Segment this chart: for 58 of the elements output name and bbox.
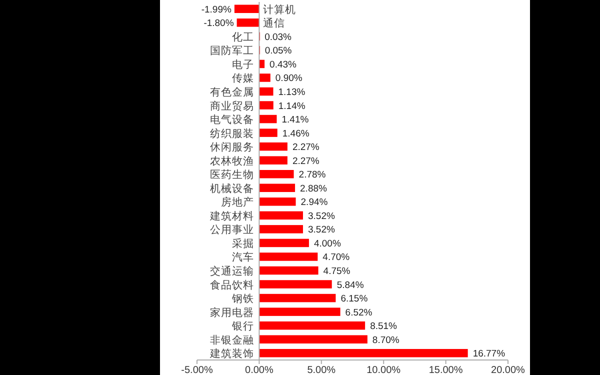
y-tick-label: 家用电器: [210, 306, 254, 319]
y-tick-label: 电子: [232, 58, 254, 71]
data-label: 16.77%: [472, 348, 506, 360]
data-label: 3.52%: [308, 224, 336, 236]
data-label: 1.41%: [282, 114, 310, 126]
y-tick-label: 化工: [232, 31, 254, 44]
data-label: 4.00%: [314, 238, 342, 250]
y-tick-label: 通信: [263, 16, 286, 30]
data-label: 6.15%: [340, 294, 368, 305]
y-tick-label: 交通运输: [210, 264, 254, 278]
x-tick-label: 15.00%: [428, 365, 463, 375]
y-tick-label: 钢铁: [231, 293, 254, 306]
x-tick-label: 0.00%: [245, 365, 274, 375]
data-label: 2.94%: [300, 197, 328, 208]
y-tick-label: 农林牧渔: [210, 154, 254, 168]
data-label: 4.70%: [322, 252, 350, 264]
data-label: 4.75%: [323, 266, 351, 277]
y-tick-label: 汽车: [232, 250, 254, 264]
data-label: 2.78%: [298, 170, 326, 181]
y-tick-label: 医药生物: [210, 168, 254, 182]
x-tick-label: 5.00%: [307, 365, 336, 375]
y-tick-label: 房地产: [221, 196, 254, 209]
y-tick-label: 传媒: [232, 72, 254, 85]
y-tick-label: 采掘: [232, 236, 254, 250]
y-tick-label: 休闲服务: [210, 142, 254, 154]
y-tick-label: 电气设备: [210, 113, 254, 126]
y-tick-label: 计算机: [263, 2, 296, 16]
data-label: 1.13%: [278, 87, 306, 98]
y-tick-label: 商业贸易: [210, 99, 254, 112]
y-tick-label: 食品饮料: [210, 278, 254, 292]
data-label: 0.90%: [275, 73, 303, 84]
data-label: 6.52%: [345, 307, 373, 318]
y-tick-label: 公用事业: [210, 223, 254, 236]
y-tick-label: 非银金融: [210, 333, 254, 346]
y-tick-label: 机械设备: [210, 182, 254, 195]
data-label: 0.05%: [264, 46, 292, 57]
data-label: 3.52%: [308, 210, 336, 222]
data-label: 5.84%: [336, 280, 364, 291]
x-tick-label: 10.00%: [366, 365, 401, 375]
y-tick-label: 有色金属: [210, 86, 254, 98]
y-tick-label: 银行: [231, 320, 254, 333]
data-label: -1.99%: [201, 4, 232, 16]
data-label: 0.43%: [270, 59, 298, 70]
x-tick-label: 20.00%: [491, 365, 526, 375]
y-tick-label: 纺织服装: [210, 126, 254, 140]
x-tick-label: -5.00%: [181, 365, 213, 375]
y-tick-label: 建筑材料: [209, 209, 254, 222]
data-label: -1.80%: [204, 18, 234, 30]
data-label: 1.14%: [278, 100, 306, 112]
data-label: 8.70%: [372, 334, 400, 346]
data-label: 1.46%: [282, 128, 310, 140]
y-tick-label: 建筑装饰: [209, 347, 254, 360]
y-tick-label: 国防军工: [210, 44, 254, 58]
data-label: 2.27%: [292, 142, 320, 154]
data-label: 2.88%: [300, 183, 328, 194]
data-label: 8.51%: [370, 321, 398, 332]
data-label: 0.03%: [264, 32, 292, 43]
data-label: 2.27%: [292, 156, 320, 167]
